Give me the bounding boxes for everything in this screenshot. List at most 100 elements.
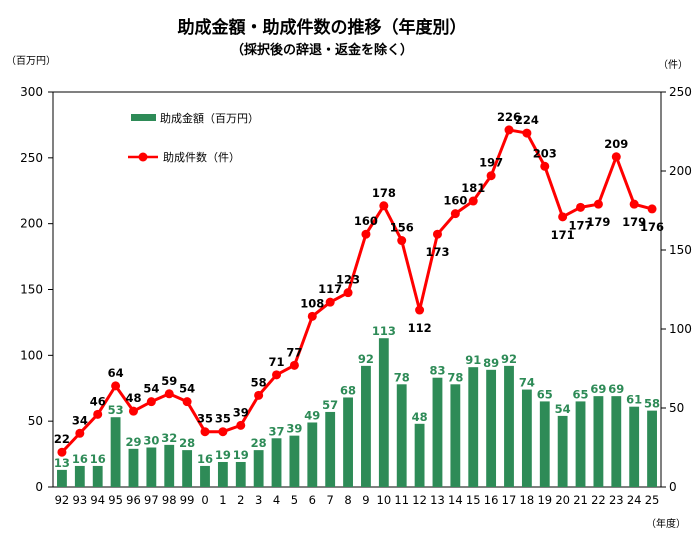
line-value-label: 203 (533, 146, 557, 160)
bar-value-label: 69 (608, 382, 624, 396)
x-tick-label: 24 (627, 493, 642, 507)
x-tick-label: 0 (201, 493, 208, 507)
bar (182, 450, 193, 487)
line-value-label: 108 (300, 296, 324, 310)
bar (557, 415, 568, 487)
count-point (504, 125, 514, 135)
line-value-label: 48 (125, 391, 141, 405)
y-left-unit-label: （百万円） (6, 55, 56, 67)
bar-value-label: 37 (269, 424, 285, 438)
line-value-label: 179 (622, 215, 646, 229)
count-point (379, 201, 389, 211)
count-point (576, 202, 586, 212)
bar-value-label: 13 (54, 456, 70, 470)
y-left-tick-label: 150 (20, 283, 43, 297)
bar-value-label: 74 (519, 376, 535, 390)
bar (200, 465, 210, 487)
count-point (236, 420, 246, 430)
line-value-label: 64 (108, 366, 124, 380)
count-point (146, 397, 156, 407)
plot-area-frame (52, 91, 662, 488)
line-value-label: 22 (54, 432, 70, 446)
line-value-label: 112 (408, 321, 432, 335)
x-tick-label: 22 (591, 493, 606, 507)
bar-value-label: 89 (483, 356, 499, 370)
x-tick-label: 6 (309, 493, 316, 507)
bar (378, 338, 389, 487)
legend: 助成金額（百万円） 助成件数（件） (128, 111, 259, 164)
count-point (611, 152, 621, 162)
bar-value-label: 48 (412, 410, 428, 424)
y-left-tick-label: 300 (20, 85, 43, 99)
bar-value-label: 69 (590, 382, 606, 396)
x-tick-label: 23 (609, 493, 624, 507)
x-tick-label: 15 (466, 493, 481, 507)
x-tick-label: 14 (448, 493, 463, 507)
line-value-label: 58 (251, 375, 267, 389)
x-tick-label: 16 (484, 493, 499, 507)
y-left-tick-label: 200 (20, 217, 43, 231)
count-point (75, 428, 85, 438)
x-unit-label: （年度） (646, 517, 686, 530)
bar (343, 397, 353, 487)
x-tick-label: 20 (555, 493, 570, 507)
bar-value-label: 53 (108, 403, 124, 417)
x-tick-label: 92 (55, 493, 70, 507)
count-point (432, 229, 442, 239)
y-right-tick-label: 0 (669, 480, 677, 494)
bar-value-label: 39 (286, 422, 302, 436)
line-value-label: 209 (604, 137, 628, 151)
bar (396, 384, 407, 487)
bar (486, 369, 497, 487)
x-tick-label: 95 (108, 493, 123, 507)
x-tick-label: 19 (537, 493, 552, 507)
bar (539, 401, 550, 487)
x-axis: 92 93 94 95 96 97 98 99 0 1 2 3 4 5 6 7 8 9 10 11 12 13 14 15 16… (55, 493, 660, 507)
x-tick-label: 94 (90, 493, 105, 507)
bar (468, 367, 479, 487)
line-value-label: 179 (586, 215, 610, 229)
y-right-tick-label: 150 (669, 243, 692, 257)
line-value-label: 197 (479, 156, 503, 170)
y-left-axis: 0 50 100 150 200 250 300 (20, 85, 53, 494)
bar (647, 410, 657, 487)
bar-value-label: 16 (90, 452, 106, 466)
y-left-tick-label: 0 (35, 480, 43, 494)
line-value-label: 46 (90, 394, 106, 408)
line-value-label: 71 (269, 355, 285, 369)
x-tick-label: 9 (362, 493, 369, 507)
bar-value-label: 57 (322, 398, 338, 412)
count-point (629, 199, 639, 209)
bar-value-label: 78 (447, 370, 463, 384)
count-point (307, 311, 317, 321)
count-point (200, 427, 210, 437)
count-point (254, 390, 264, 400)
count-point (272, 370, 282, 380)
x-tick-label: 3 (255, 493, 262, 507)
y-right-tick-label: 200 (669, 164, 692, 178)
count-point (325, 297, 335, 307)
bar (235, 461, 246, 487)
line-value-label: 123 (336, 273, 360, 287)
bar-value-label: 28 (179, 436, 195, 450)
y-right-axis: 0 50 100 150 200 250 (661, 85, 692, 494)
count-point (164, 389, 174, 399)
line-value-label: 173 (425, 245, 449, 259)
line-value-label: 224 (515, 113, 539, 127)
line-value-label: 117 (318, 282, 342, 296)
count-point (111, 381, 121, 391)
bar-value-label: 29 (125, 435, 141, 449)
bar-value-label: 16 (72, 452, 88, 466)
bar (217, 461, 228, 487)
line-value-label: 156 (390, 221, 414, 235)
bar (110, 417, 121, 487)
count-line (60, 128, 653, 454)
bar (432, 377, 443, 487)
legend-bar-swatch (131, 114, 156, 121)
x-tick-label: 18 (520, 493, 535, 507)
bar-value-label: 65 (573, 387, 589, 401)
bar-value-label: 83 (429, 364, 445, 378)
